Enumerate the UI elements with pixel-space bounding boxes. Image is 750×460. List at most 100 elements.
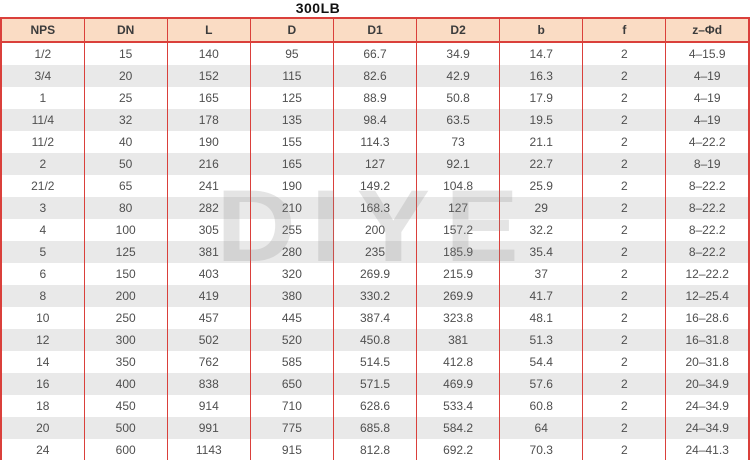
table-cell: 380	[249, 285, 334, 307]
table-cell: 88.9	[332, 87, 418, 109]
table-cell: 41.7	[499, 285, 584, 307]
table-cell: 57.6	[499, 373, 584, 395]
table-cell: 4–22.2	[665, 131, 750, 153]
table-cell: 35.4	[499, 241, 584, 263]
header-cell: D2	[416, 18, 501, 43]
table-cell: 350	[83, 351, 168, 373]
table-cell: 4	[0, 219, 85, 241]
table-cell: 100	[83, 219, 168, 241]
table-cell: 400	[83, 373, 168, 395]
table-row: 12 300 502 520 450.8 381 51.3 2 16–31.8	[0, 329, 750, 351]
table-cell: 80	[83, 197, 168, 219]
table-cell: 1/2	[0, 42, 85, 65]
table-cell: 60.8	[499, 395, 584, 417]
header-cell: L	[166, 18, 251, 43]
table-cell: 115	[249, 65, 334, 87]
table-cell: 48.1	[499, 307, 584, 329]
table-cell: 22.7	[499, 153, 584, 175]
table-cell: 11/4	[0, 109, 85, 131]
table-cell: 2	[582, 109, 667, 131]
table-cell: 14	[0, 351, 85, 373]
table-cell: 20	[83, 65, 168, 87]
table-cell: 125	[249, 87, 334, 109]
table-cell: 104.8	[416, 175, 501, 197]
table-cell: 63.5	[416, 109, 501, 131]
table-row: 14 350 762 585 514.5 412.8 54.4 2 20–31.8	[0, 351, 750, 373]
table-cell: 16	[0, 373, 85, 395]
table-cell: 51.3	[499, 329, 584, 351]
table-cell: 32	[83, 109, 168, 131]
table-cell: 323.8	[416, 307, 501, 329]
table-cell: 200	[83, 285, 168, 307]
table-cell: 98.4	[332, 109, 418, 131]
table-cell: 330.2	[332, 285, 418, 307]
table-cell: 216	[166, 153, 251, 175]
table-cell: 50	[83, 153, 168, 175]
table-cell: 165	[166, 87, 251, 109]
table-cell: 2	[582, 241, 667, 263]
table-cell: 282	[166, 197, 251, 219]
table-cell: 762	[166, 351, 251, 373]
dimension-table: NPS DN L D D1 D2 b f z–Φd 1/2 15 140 95 66.7 34.9 14.7…	[0, 17, 750, 460]
table-cell: 95	[249, 42, 334, 65]
table-cell: 73	[416, 131, 501, 153]
table-cell: 8–22.2	[665, 197, 750, 219]
table-cell: 16.3	[499, 65, 584, 87]
table-cell: 280	[249, 241, 334, 263]
table-cell: 255	[249, 219, 334, 241]
table-cell: 269.9	[416, 285, 501, 307]
table-cell: 200	[332, 219, 418, 241]
table-row: 21/2 65 241 190 149.2 104.8 25.9 2 8–22.2	[0, 175, 750, 197]
table-cell: 457	[166, 307, 251, 329]
table-cell: 20–31.8	[665, 351, 750, 373]
table-cell: 42.9	[416, 65, 501, 87]
table-cell: 18	[0, 395, 85, 417]
table-cell: 914	[166, 395, 251, 417]
table-cell: 235	[332, 241, 418, 263]
table-cell: 445	[249, 307, 334, 329]
table-cell: 2	[582, 285, 667, 307]
table-cell: 520	[249, 329, 334, 351]
table-cell: 320	[249, 263, 334, 285]
table-cell: 3/4	[0, 65, 85, 87]
table-cell: 135	[249, 109, 334, 131]
table-row: 20 500 991 775 685.8 584.2 64 2 24–34.9	[0, 417, 750, 439]
table-cell: 685.8	[332, 417, 418, 439]
table-cell: 3	[0, 197, 85, 219]
table-cell: 29	[499, 197, 584, 219]
table-cell: 4–19	[665, 87, 750, 109]
header-cell: NPS	[0, 18, 85, 43]
table-cell: 21.1	[499, 131, 584, 153]
table-cell: 2	[582, 373, 667, 395]
table-cell: 114.3	[332, 131, 418, 153]
table-cell: 500	[83, 417, 168, 439]
table-cell: 37	[499, 263, 584, 285]
table-cell: 2	[582, 395, 667, 417]
table-cell: 82.6	[332, 65, 418, 87]
table-cell: 24–41.3	[665, 439, 750, 460]
table-cell: 1	[0, 87, 85, 109]
table-cell: 2	[582, 329, 667, 351]
table-cell: 21/2	[0, 175, 85, 197]
table-cell: 25	[83, 87, 168, 109]
table-cell: 381	[416, 329, 501, 351]
table-cell: 305	[166, 219, 251, 241]
table-cell: 14.7	[499, 42, 584, 65]
table-cell: 381	[166, 241, 251, 263]
table-cell: 24–34.9	[665, 395, 750, 417]
dimension-table-head: NPS DN L D D1 D2 b f z–Φd	[0, 18, 750, 43]
table-cell: 2	[582, 307, 667, 329]
header-cell: z–Φd	[665, 18, 750, 43]
table-cell: 300	[83, 329, 168, 351]
table-cell: 2	[582, 153, 667, 175]
table-cell: 54.4	[499, 351, 584, 373]
table-cell: 403	[166, 263, 251, 285]
table-cell: 70.3	[499, 439, 584, 460]
table-cell: 2	[582, 42, 667, 65]
table-cell: 2	[582, 219, 667, 241]
table-cell: 25.9	[499, 175, 584, 197]
table-cell: 11/2	[0, 131, 85, 153]
table-row: 1 25 165 125 88.9 50.8 17.9 2 4–19	[0, 87, 750, 109]
header-cell: DN	[83, 18, 168, 43]
table-cell: 8–22.2	[665, 175, 750, 197]
